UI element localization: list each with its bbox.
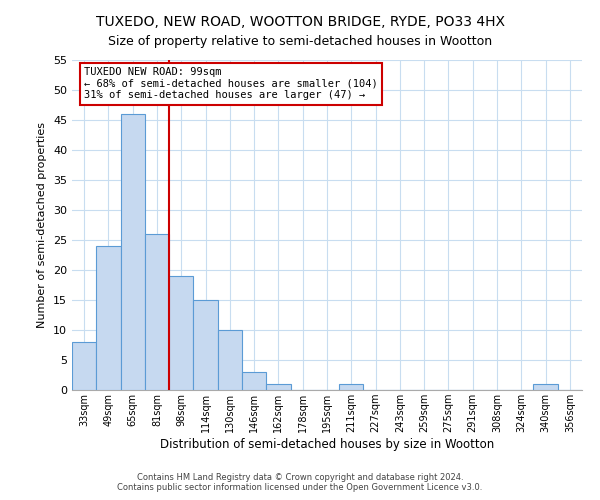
Bar [72, 342, 96, 390]
Text: Contains HM Land Registry data © Crown copyright and database right 2024.
Contai: Contains HM Land Registry data © Crown c… [118, 473, 482, 492]
Bar [193, 300, 218, 390]
Text: Size of property relative to semi-detached houses in Wootton: Size of property relative to semi-detach… [108, 35, 492, 48]
Bar [121, 114, 145, 390]
Bar [218, 330, 242, 390]
Bar [145, 234, 169, 390]
Bar [339, 384, 364, 390]
Bar [242, 372, 266, 390]
Text: TUXEDO NEW ROAD: 99sqm
← 68% of semi-detached houses are smaller (104)
31% of se: TUXEDO NEW ROAD: 99sqm ← 68% of semi-det… [84, 67, 378, 100]
Bar [266, 384, 290, 390]
Bar [169, 276, 193, 390]
X-axis label: Distribution of semi-detached houses by size in Wootton: Distribution of semi-detached houses by … [160, 438, 494, 451]
Y-axis label: Number of semi-detached properties: Number of semi-detached properties [37, 122, 47, 328]
Bar [533, 384, 558, 390]
Bar [96, 246, 121, 390]
Text: TUXEDO, NEW ROAD, WOOTTON BRIDGE, RYDE, PO33 4HX: TUXEDO, NEW ROAD, WOOTTON BRIDGE, RYDE, … [95, 15, 505, 29]
